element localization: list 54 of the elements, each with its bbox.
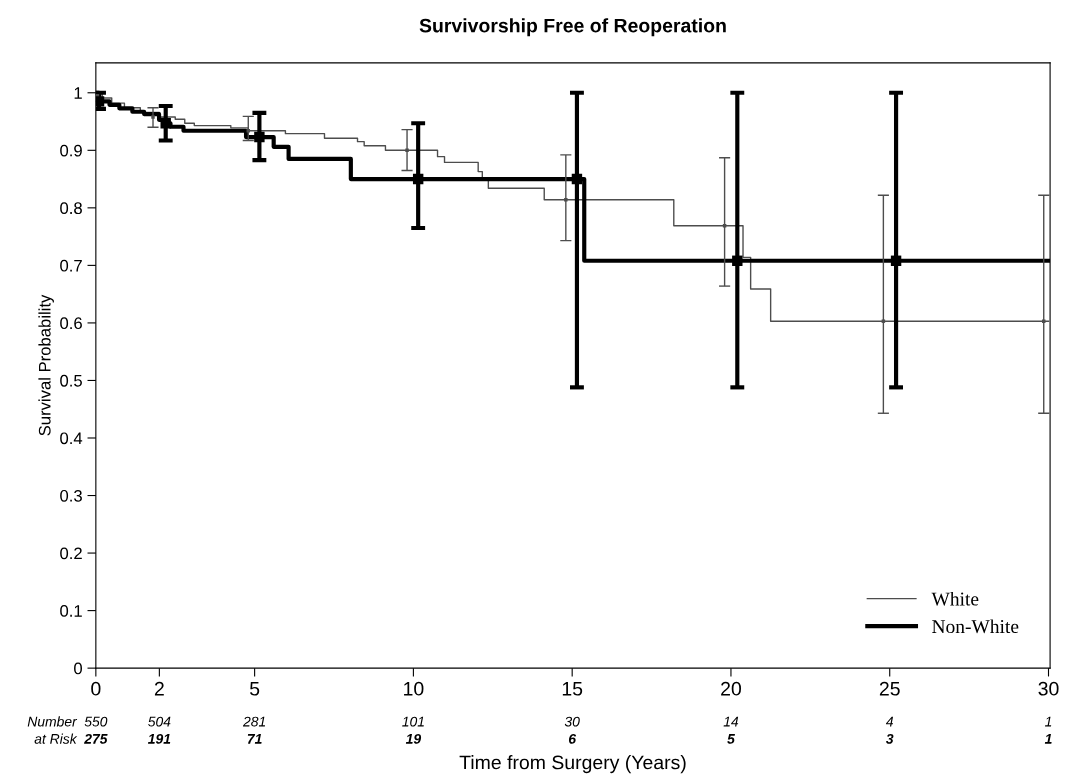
y-tick-label: 0.6 — [60, 317, 82, 330]
legend-label: Non-White — [932, 619, 1019, 634]
point — [732, 255, 743, 266]
y-tick-label: 0.2 — [60, 547, 82, 560]
x-tick-label: 20 — [721, 681, 742, 696]
x-tick-label: 0 — [91, 681, 101, 696]
y-tick-label: 0.3 — [60, 489, 82, 502]
text: 14 — [723, 716, 739, 727]
y-axis-title: Survival Probability — [38, 294, 54, 436]
legend-label: White — [931, 591, 979, 606]
point — [571, 173, 583, 185]
point — [254, 131, 265, 143]
point — [412, 173, 424, 185]
text: 1 — [1045, 716, 1052, 727]
y-tick-label: 0.1 — [60, 605, 82, 617]
x-tick-label: 2 — [154, 681, 164, 696]
x-tick-label: 5 — [250, 682, 260, 696]
x-tick-label: 30 — [1038, 681, 1059, 696]
point — [160, 118, 171, 129]
text: 30 — [564, 716, 580, 727]
x-tick-label: 25 — [879, 681, 900, 696]
text: 6 — [568, 733, 577, 744]
text: 504 — [148, 716, 171, 727]
point — [1042, 319, 1046, 323]
y-tick-label: 0.7 — [60, 259, 82, 272]
text: 4 — [885, 716, 894, 727]
y-tick-label: 0 — [74, 662, 82, 675]
x-tick-label: 10 — [404, 681, 424, 696]
point — [890, 255, 902, 266]
text: 281 — [242, 716, 266, 727]
text: 101 — [402, 716, 424, 727]
text: 71 — [247, 734, 262, 744]
y-tick-label: 1 — [74, 87, 82, 99]
text: 275 — [84, 733, 108, 744]
y-tick-label: 0.9 — [60, 144, 82, 157]
text: 5 — [727, 734, 735, 744]
text: 191 — [148, 733, 171, 744]
point — [405, 148, 409, 153]
x-axis-title: Time from Surgery (Years) — [459, 755, 686, 774]
x-tick-label: 15 — [562, 682, 583, 696]
point — [151, 115, 155, 119]
text: Number — [27, 716, 78, 727]
text: 19 — [405, 733, 422, 744]
chart-title: Survivorship Free of Reoperation — [419, 18, 726, 37]
point — [881, 319, 886, 323]
y-tick-label: 0.8 — [60, 202, 82, 215]
text: 3 — [885, 733, 894, 744]
y-tick-label: 0.4 — [60, 432, 83, 445]
text: 550 — [84, 716, 108, 727]
point — [95, 96, 105, 107]
text: 1 — [1044, 734, 1052, 744]
point — [564, 198, 568, 202]
text: at Risk — [34, 733, 78, 744]
y-tick-label: 0.5 — [60, 374, 82, 387]
